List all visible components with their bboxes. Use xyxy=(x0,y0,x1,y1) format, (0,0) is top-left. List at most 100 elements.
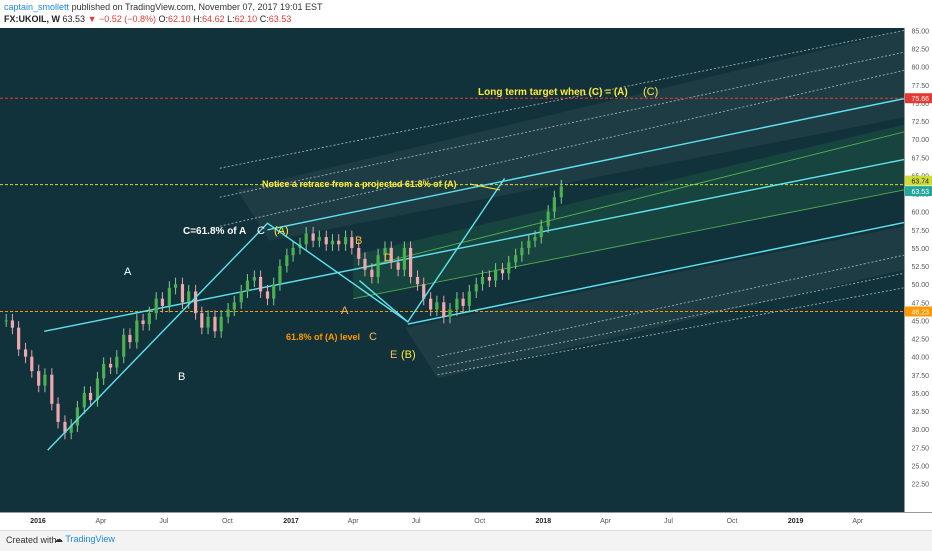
candle-body xyxy=(37,371,41,386)
candle-body xyxy=(324,237,328,245)
candle-body xyxy=(370,269,374,277)
y-tick-label: 77.50 xyxy=(911,83,929,90)
candle-body xyxy=(194,291,198,314)
x-tick-label: Jul xyxy=(664,518,673,525)
candle-body xyxy=(167,287,171,306)
candle-body xyxy=(311,233,315,241)
candle-body xyxy=(480,276,485,285)
candle-body xyxy=(95,378,100,401)
symbol-name: FX:UKOIL, W xyxy=(4,14,60,24)
annotation-label: C=61.8% of A xyxy=(183,226,246,237)
candle-body xyxy=(23,349,28,357)
annotation-label: E xyxy=(390,349,397,361)
candle-body xyxy=(435,302,439,310)
price-tag xyxy=(905,175,932,186)
created-with-text: Created with xyxy=(6,535,57,545)
candle-body xyxy=(442,302,446,317)
symbol-line: FX:UKOIL, W 63.53 ▼ −0.52 (−0.8%) O:62.1… xyxy=(4,14,291,24)
candle-body xyxy=(141,320,145,325)
author-link[interactable]: captain_smollett xyxy=(4,2,70,12)
open-value: 62.10 xyxy=(168,14,191,24)
candle-body xyxy=(363,258,367,270)
annotation-label: C xyxy=(369,331,377,343)
upper-fan-fill xyxy=(237,30,904,241)
candle-body xyxy=(304,233,308,245)
wave-path xyxy=(47,177,506,451)
wave-path-c xyxy=(358,280,409,323)
candle-body xyxy=(122,334,126,357)
y-tick-label: 25.00 xyxy=(911,463,929,470)
candle-body xyxy=(226,309,230,317)
candle-body xyxy=(487,276,491,281)
time-axis[interactable] xyxy=(0,512,932,527)
x-tick-label: Apr xyxy=(348,518,360,525)
candle-body xyxy=(180,284,185,303)
publish-text: published on TradingView.com, November 0… xyxy=(71,2,323,12)
brand-name: TradingView xyxy=(65,534,115,544)
candle-body xyxy=(43,374,47,386)
candle-body xyxy=(467,291,471,306)
y-tick-label: 82.50 xyxy=(911,47,929,54)
candle-body xyxy=(527,240,531,248)
y-tick-label: 35.00 xyxy=(911,391,929,398)
candle-body xyxy=(245,280,250,292)
candle-body xyxy=(422,284,426,299)
candle-body xyxy=(494,269,498,281)
price-tag xyxy=(905,93,932,104)
y-tick-label: 72.50 xyxy=(911,119,929,126)
x-tick-label: 2019 xyxy=(788,518,804,525)
candle-body xyxy=(285,255,289,267)
y-tick-label: 52.50 xyxy=(911,264,929,271)
price-tag-label: 75.66 xyxy=(911,96,929,103)
candle-body xyxy=(350,237,354,248)
publish-line: captain_smollett published on TradingVie… xyxy=(4,2,323,12)
candle-body xyxy=(88,392,93,401)
annotation-label: C xyxy=(257,225,265,237)
candle-body xyxy=(63,421,67,433)
y-tick-label: 27.50 xyxy=(911,445,929,452)
candle-body xyxy=(357,247,361,259)
candle-body xyxy=(160,298,165,306)
candle-body xyxy=(272,284,276,299)
low-value: 62.10 xyxy=(234,14,258,24)
candle-body xyxy=(461,298,465,306)
x-tick-label: 2016 xyxy=(30,518,46,525)
y-tick-label: 37.50 xyxy=(911,373,929,380)
candle-body xyxy=(30,356,34,372)
fan-line xyxy=(437,254,905,358)
candle-body xyxy=(4,320,8,322)
candle-body xyxy=(337,240,341,245)
footer: Created with ☁ TradingView xyxy=(0,530,932,551)
chart-plot-area[interactable] xyxy=(0,28,904,512)
candle-body xyxy=(415,276,420,285)
fan-line xyxy=(437,287,905,376)
price-change: ▼ −0.52 (−0.8%) xyxy=(87,14,157,24)
candle-body xyxy=(500,269,505,274)
x-tick-label: Apr xyxy=(600,518,612,525)
low-label: L: xyxy=(227,14,235,24)
x-tick-label: Oct xyxy=(222,518,233,525)
y-tick-label: 67.50 xyxy=(911,155,929,162)
tradingview-logo[interactable]: ☁ TradingView xyxy=(54,534,115,544)
candle-body xyxy=(396,262,400,270)
y-tick-label: 57.50 xyxy=(911,228,929,235)
candle-body xyxy=(344,237,348,245)
x-tick-label: 2018 xyxy=(536,518,552,525)
candle-body xyxy=(474,284,478,292)
candle-body xyxy=(75,407,80,426)
candle-body xyxy=(389,247,393,263)
candle-body xyxy=(69,425,73,433)
annotation-label: Long term target when (C) = (A) xyxy=(478,87,628,98)
y-tick-label: 47.50 xyxy=(911,300,929,307)
candle-body xyxy=(408,247,413,277)
candle-body xyxy=(402,247,406,270)
candle-body xyxy=(102,363,106,379)
candle-body xyxy=(10,320,15,328)
candle-body xyxy=(213,316,217,332)
last-price: 63.53 xyxy=(62,14,86,24)
price-tag xyxy=(905,306,932,317)
candle-body xyxy=(455,298,459,310)
price-axis[interactable] xyxy=(904,28,932,512)
candle-body xyxy=(17,327,21,350)
candle-body xyxy=(108,363,113,368)
